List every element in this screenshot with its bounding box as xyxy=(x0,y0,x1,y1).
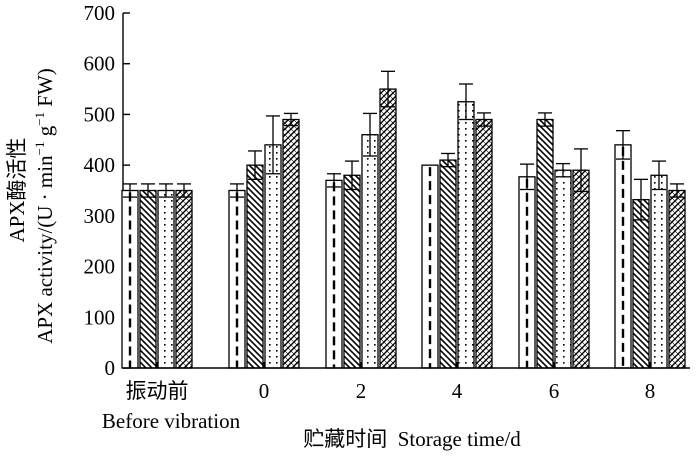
y-axis: 0 100 200 300 400 500 600 700 xyxy=(84,1,130,380)
bar-rect xyxy=(668,189,686,369)
bar-series-4 xyxy=(379,70,397,369)
y-tick-label: 0 xyxy=(105,356,116,380)
bar-series-1 xyxy=(421,164,439,369)
bar-series-3 xyxy=(650,160,668,369)
bar-series-3 xyxy=(554,162,572,369)
bar-series-2 xyxy=(343,160,361,369)
x-tick-label: 2 xyxy=(356,379,367,403)
x-tick-sublabel: Before vibration xyxy=(102,409,241,433)
y-title-superscript: −1 xyxy=(32,142,47,156)
bar-rect xyxy=(572,169,590,369)
bar-rect xyxy=(361,134,379,369)
y-tick-label: 400 xyxy=(84,153,116,177)
y-tick-label: 300 xyxy=(84,204,116,228)
y-axis-title-en: APX activity/(U · min−1 g−1 FW) xyxy=(32,68,57,344)
bar-series-2 xyxy=(246,150,264,369)
bar-series-3 xyxy=(457,83,475,369)
bar-rect xyxy=(264,144,282,369)
bar-series-1 xyxy=(325,173,343,369)
bar-rect xyxy=(246,164,264,369)
bar-series-2 xyxy=(632,178,650,369)
bar-rect xyxy=(439,159,457,369)
bar-rect xyxy=(379,88,397,369)
bar-rect xyxy=(175,189,193,369)
x-tick-label: 6 xyxy=(549,379,560,403)
y-tick-label: 200 xyxy=(84,255,116,279)
bar-rect xyxy=(282,118,300,369)
bar-rect xyxy=(457,101,475,369)
axis-labels: 贮藏时间 Storage time/d APX酶活性 APX activity/(U… xyxy=(5,68,521,451)
bar-rect xyxy=(554,169,572,369)
y-title-part: g xyxy=(33,125,57,141)
bar-series-3 xyxy=(264,115,282,369)
bar-series-4 xyxy=(572,148,590,369)
bar-rect xyxy=(536,118,554,369)
bar-series-1 xyxy=(614,130,632,369)
x-tick-label: 振动前 xyxy=(126,379,189,403)
x-tick-label: 4 xyxy=(452,379,463,403)
bar-rect xyxy=(475,118,493,369)
bar-rect xyxy=(650,174,668,369)
bar-series-2 xyxy=(439,152,457,369)
bar-series-4 xyxy=(475,112,493,369)
y-title-superscript: −1 xyxy=(32,112,47,126)
bar-series-4 xyxy=(668,183,686,369)
bar-series-4 xyxy=(175,183,193,369)
bar-series-2 xyxy=(139,183,157,369)
x-axis: 振动前 Before vibration 0 2 4 6 8 xyxy=(102,362,690,433)
bar-series-2 xyxy=(536,112,554,369)
x-tick-label: 0 xyxy=(259,379,270,403)
bar-rect xyxy=(343,174,361,369)
y-title-part: FW) xyxy=(33,68,57,112)
y-axis-title-cn: APX酶活性 xyxy=(5,137,29,242)
y-title-part: APX activity/(U · min xyxy=(33,155,57,344)
bars xyxy=(121,70,686,369)
y-tick-label: 700 xyxy=(84,1,116,25)
y-tick-label: 600 xyxy=(84,52,116,76)
x-axis-title: 贮藏时间 Storage time/d xyxy=(303,427,521,451)
bar-rect xyxy=(139,189,157,369)
bar-rect xyxy=(157,189,175,369)
bar-series-4 xyxy=(282,112,300,369)
y-tick-label: 500 xyxy=(84,102,116,126)
y-tick-label: 100 xyxy=(84,305,116,329)
bar-series-3 xyxy=(361,112,379,369)
bar-rect xyxy=(632,198,650,369)
x-tick-label: 8 xyxy=(645,379,656,403)
bar-series-1 xyxy=(121,183,139,369)
bar-series-1 xyxy=(518,163,536,369)
bar-series-3 xyxy=(157,183,175,369)
bar-series-1 xyxy=(228,183,246,369)
